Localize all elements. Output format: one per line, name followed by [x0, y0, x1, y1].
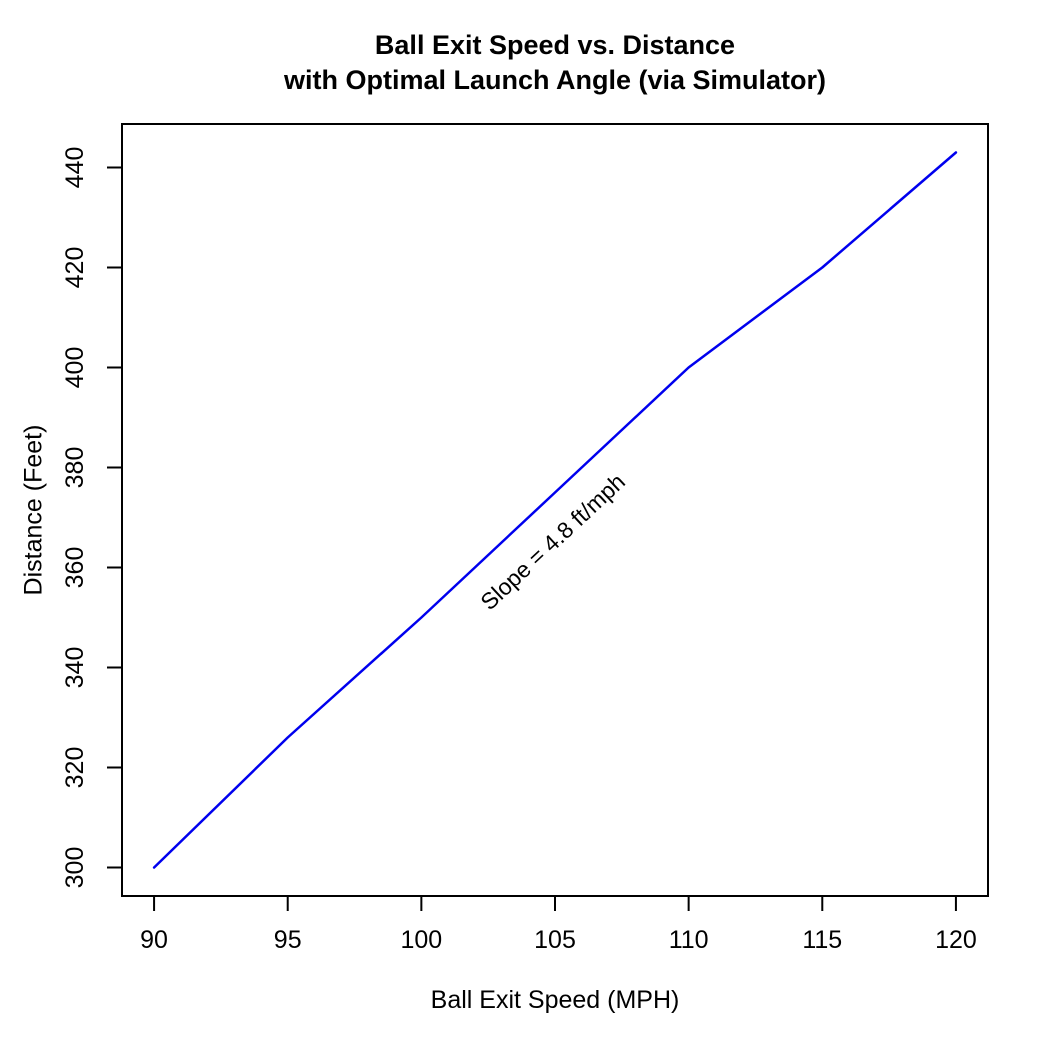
y-axis-label: Distance (Feet) — [19, 424, 48, 596]
x-axis-tick-label: 110 — [669, 926, 709, 954]
chart-title-line1: Ball Exit Speed vs. Distance — [374, 30, 736, 60]
chart-title-line2: with Optimal Launch Angle (via Simulator… — [283, 65, 827, 95]
x-axis-tick-label: 105 — [534, 926, 576, 954]
y-axis-tick-label: 340 — [61, 647, 89, 689]
y-axis-tick-label: 320 — [61, 747, 89, 789]
x-axis-tick-label: 95 — [274, 926, 302, 954]
plot-box — [121, 123, 989, 897]
data-line — [152, 151, 958, 869]
y-axis-tick-label: 420 — [61, 247, 89, 289]
x-axis-tick-label: 115 — [802, 926, 842, 954]
y-axis-tick-label: 300 — [61, 847, 89, 889]
chart-title: Ball Exit Speed vs. Distance with Optima… — [122, 28, 988, 98]
y-axis-tick-label: 440 — [61, 147, 89, 189]
y-axis-tick-label: 380 — [61, 447, 89, 489]
x-axis-tick-label: 100 — [400, 926, 442, 954]
x-axis-tick-label: 90 — [140, 926, 168, 954]
x-axis-label: Ball Exit Speed (MPH) — [430, 986, 680, 1014]
y-axis-tick-label: 400 — [61, 347, 89, 389]
y-axis-tick-label: 360 — [61, 547, 89, 589]
x-axis-tick-label: 120 — [935, 926, 977, 954]
